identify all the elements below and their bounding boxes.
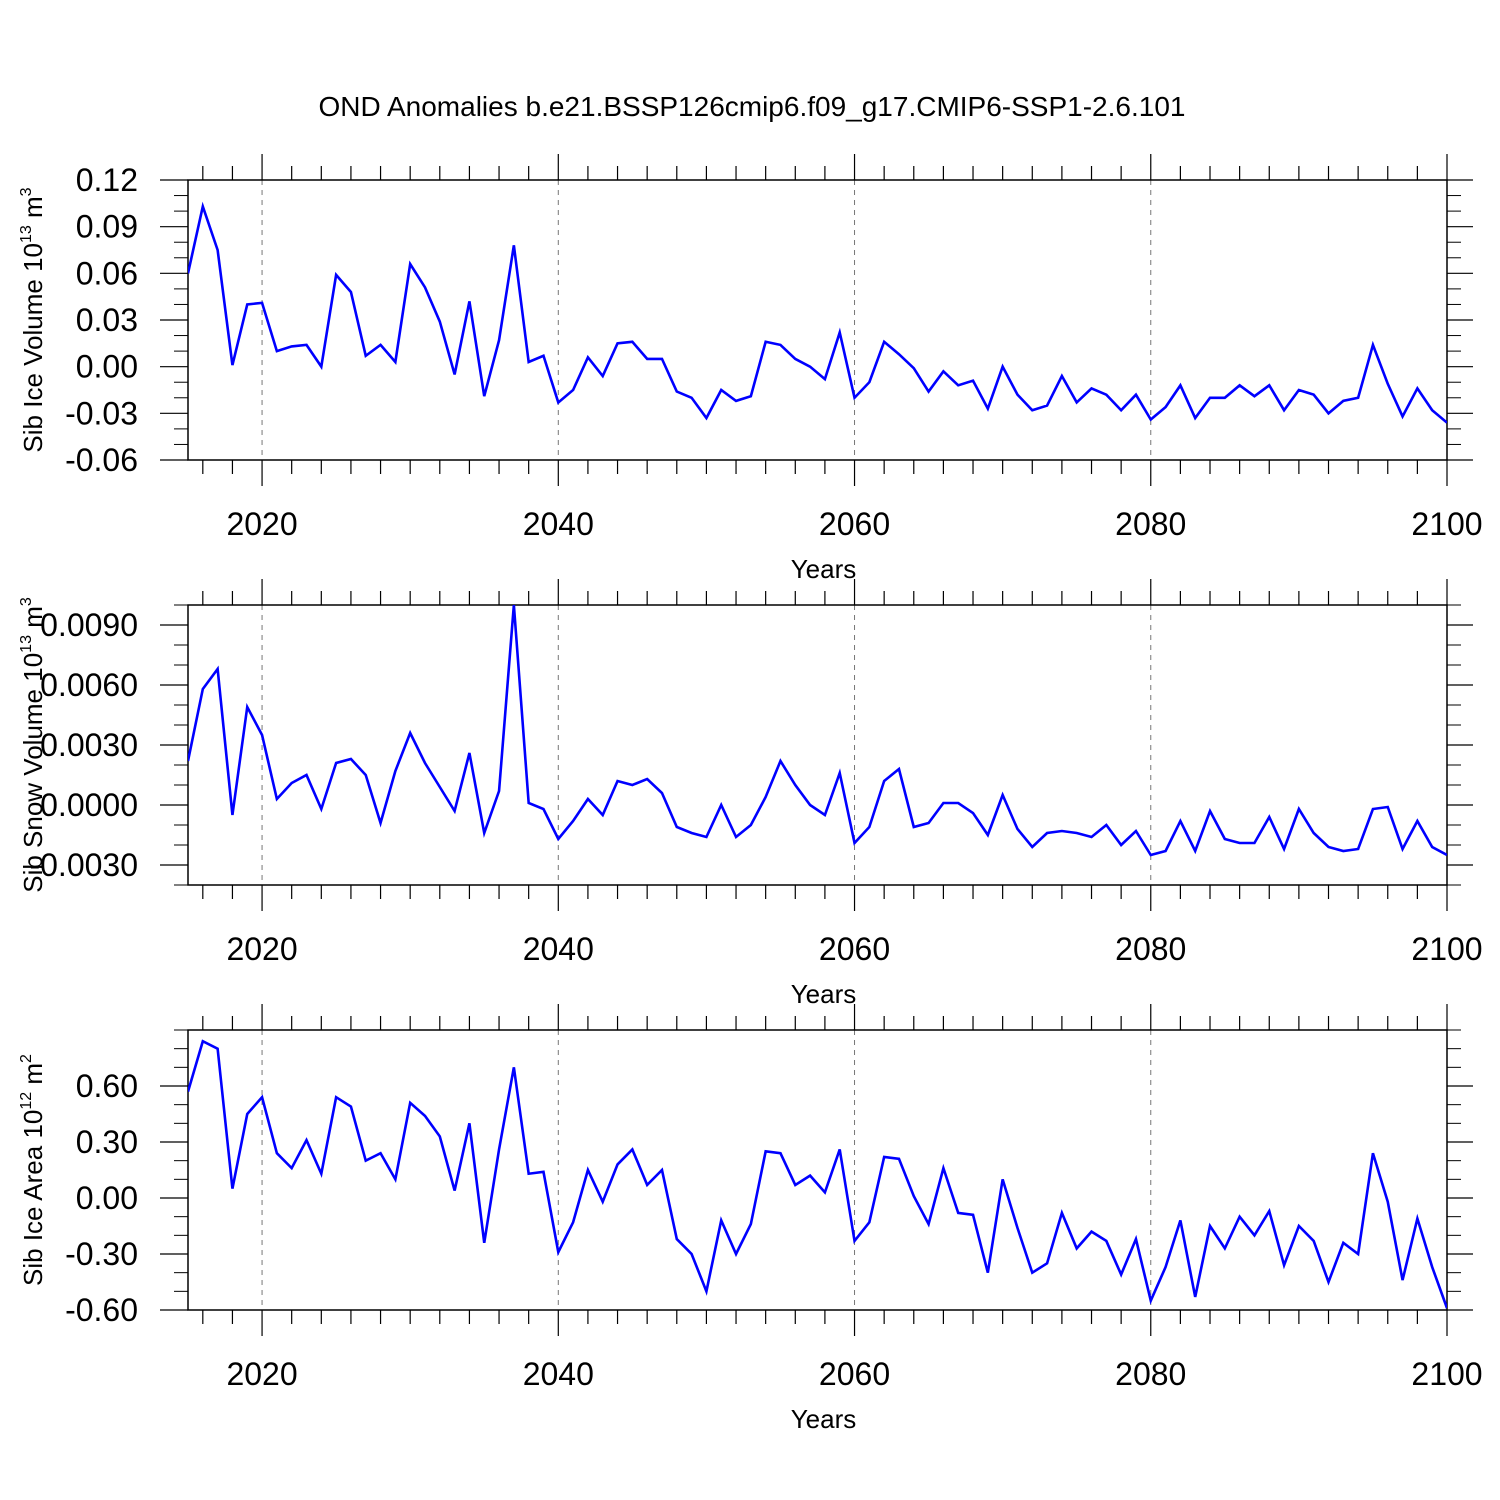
y-tick-label: -0.03 bbox=[65, 395, 138, 431]
plot-frame bbox=[187, 1029, 1448, 1311]
y-tick-label: 0.60 bbox=[76, 1068, 138, 1104]
x-tick-label: 2080 bbox=[1115, 506, 1186, 542]
plot-frame bbox=[187, 179, 1448, 461]
x-tick-label: 2040 bbox=[523, 931, 594, 967]
series-line bbox=[188, 1039, 1447, 1309]
x-tick-label: 2020 bbox=[226, 1356, 297, 1392]
x-tick-label: 2040 bbox=[523, 1356, 594, 1392]
y-axis-label: Sib Ice Volume 1013 m3 bbox=[18, 187, 48, 452]
x-axis-label: Years bbox=[791, 979, 857, 1009]
y-axis-label: Sib Snow Volume 1013 m3 bbox=[18, 597, 48, 893]
y-tick-label: 0.12 bbox=[76, 162, 138, 198]
plot-frame bbox=[187, 604, 1448, 886]
series-line bbox=[188, 201, 1447, 424]
y-tick-label: 0.03 bbox=[76, 302, 138, 338]
x-tick-label: 2060 bbox=[819, 931, 890, 967]
chart-title: OND Anomalies b.e21.BSSP126cmip6.f09_g17… bbox=[319, 91, 1186, 122]
y-tick-label: 0.30 bbox=[76, 1124, 138, 1160]
x-tick-label: 2020 bbox=[226, 931, 297, 967]
x-tick-label: 2060 bbox=[819, 1356, 890, 1392]
y-tick-label: 0.00 bbox=[76, 1180, 138, 1216]
x-tick-label: 2080 bbox=[1115, 1356, 1186, 1392]
y-tick-label: 0.0090 bbox=[40, 607, 138, 643]
y-tick-label: -0.06 bbox=[65, 442, 138, 478]
y-tick-label: 0.09 bbox=[76, 209, 138, 245]
y-tick-label: 0.0000 bbox=[40, 787, 138, 823]
x-tick-label: 2060 bbox=[819, 506, 890, 542]
x-tick-label: 2080 bbox=[1115, 931, 1186, 967]
y-tick-label: -0.0030 bbox=[29, 847, 138, 883]
x-tick-label: 2100 bbox=[1411, 1356, 1482, 1392]
x-axis-label: Years bbox=[791, 1404, 857, 1434]
x-tick-label: 2020 bbox=[226, 506, 297, 542]
y-tick-label: 0.0060 bbox=[40, 667, 138, 703]
chart-panel-2: 2020 2040 2060 2080 2100 -0.0030 0.0000 0.0030 0… bbox=[18, 579, 1483, 1009]
y-tick-label: 0.0030 bbox=[40, 727, 138, 763]
y-axis-label: Sib Ice Area 1012 m2 bbox=[18, 1054, 48, 1286]
y-tick-label: 0.00 bbox=[76, 349, 138, 385]
x-axis-label: Years bbox=[791, 554, 857, 584]
chart-panel-1: 2020 2040 2060 2080 2100 -0.06 -0.03 0.00 0.03 0.… bbox=[18, 154, 1483, 584]
y-tick-label: -0.30 bbox=[65, 1236, 138, 1272]
y-tick-label: 0.06 bbox=[76, 255, 138, 291]
x-tick-label: 2100 bbox=[1411, 931, 1482, 967]
chart-panel-3: 2020 2040 2060 2080 2100 -0.60 -0.30 0.00 0.30 0.… bbox=[18, 1004, 1483, 1434]
series-line bbox=[188, 605, 1447, 857]
y-tick-label: -0.60 bbox=[65, 1292, 138, 1328]
x-tick-label: 2100 bbox=[1411, 506, 1482, 542]
x-tick-label: 2040 bbox=[523, 506, 594, 542]
